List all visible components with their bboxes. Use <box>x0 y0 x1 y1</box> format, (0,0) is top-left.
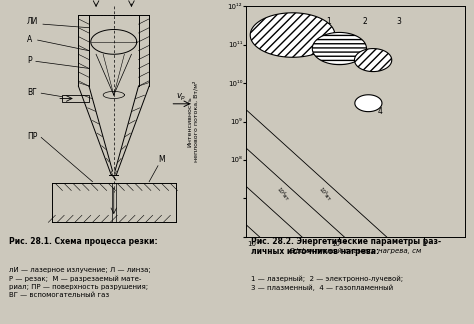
Text: $v_р$: $v_р$ <box>176 92 186 103</box>
Text: ПР: ПР <box>27 132 37 141</box>
Text: Рис. 28.2. Энергетические параметры раз-
личных источников нагрева:: Рис. 28.2. Энергетические параметры раз-… <box>251 237 441 256</box>
Text: 4: 4 <box>377 107 382 116</box>
Text: М: М <box>158 155 164 164</box>
Text: Рис. 28.1. Схема процесса резки:: Рис. 28.1. Схема процесса резки: <box>9 237 158 246</box>
Text: ЛИ: ЛИ <box>27 17 38 26</box>
Text: 10⁴вт: 10⁴вт <box>275 187 289 202</box>
Text: 1: 1 <box>327 17 331 26</box>
Text: Р: Р <box>27 56 32 65</box>
Polygon shape <box>250 13 335 57</box>
Bar <box>63 95 89 102</box>
Text: 1 — лазерный;  2 — электронно-лучевой;
3 — плазменный,  4 — газопламенный: 1 — лазерный; 2 — электронно-лучевой; 3 … <box>251 276 403 291</box>
Text: 2: 2 <box>363 17 367 26</box>
Text: ВГ: ВГ <box>27 88 37 97</box>
Polygon shape <box>355 49 392 72</box>
Text: 3: 3 <box>396 17 401 26</box>
Text: лИ — лазерное излучение; Л — линза;
Р — резак;  М — разрезаемый мате-
риал; ПР —: лИ — лазерное излучение; Л — линза; Р — … <box>9 267 151 298</box>
Polygon shape <box>355 95 382 112</box>
Text: А: А <box>27 35 32 44</box>
Y-axis label: Интенсивность
неплового потока, Вт/м²: Интенсивность неплового потока, Вт/м² <box>187 81 199 162</box>
Text: 10⁵вт: 10⁵вт <box>318 187 331 202</box>
Polygon shape <box>312 32 366 64</box>
X-axis label: Эффективный диаметр нагрева, см: Эффективный диаметр нагрева, см <box>289 248 422 254</box>
